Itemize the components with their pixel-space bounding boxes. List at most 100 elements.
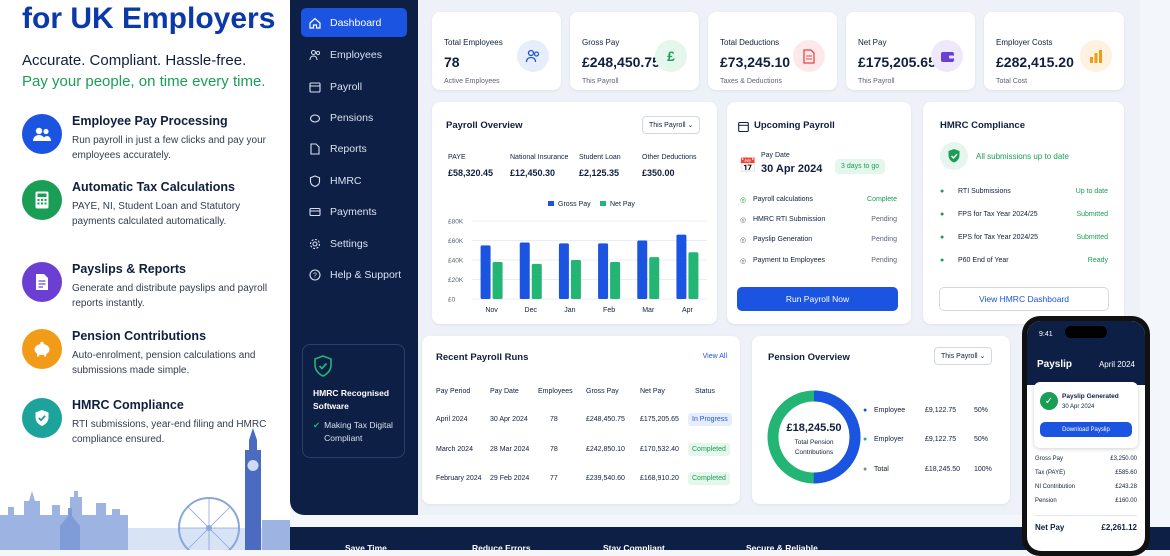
status-badge: In Progress (688, 413, 732, 426)
y-tick-label: £40K (448, 258, 464, 265)
calculator-icon (22, 180, 62, 220)
divider (1035, 515, 1137, 516)
hmrc-compliance-card: HMRC Compliance All submissions up to da… (923, 102, 1124, 324)
legend-swatch-net (600, 201, 606, 206)
bar-chart-icon (1080, 40, 1112, 72)
people-icon (22, 114, 62, 154)
table-cell: £168,910.20 (640, 475, 679, 482)
view-hmrc-dashboard-button[interactable]: View HMRC Dashboard (939, 287, 1109, 311)
feature-title: HMRC Compliance (72, 398, 184, 412)
payslip-line-label: Pension (1035, 498, 1057, 504)
table-cell: £239,540.60 (586, 475, 625, 482)
table-cell: £242,850.10 (586, 446, 625, 453)
compliance-status: All submissions up to date (976, 152, 1069, 161)
nav-label: Settings (330, 237, 368, 250)
nav-reports[interactable]: Reports (301, 134, 407, 163)
period-select[interactable]: This Payroll ⌄ (642, 116, 701, 134)
pay-date: 30 Apr 2024 (761, 163, 823, 175)
nav-label: Payments (330, 205, 377, 218)
payslip-line-value: £160.00 (1115, 498, 1137, 504)
nav-dashboard[interactable]: Dashboard (301, 8, 407, 37)
phone-mockup: 9:41 Payslip April 2024 ✓ Payslip Genera… (1022, 316, 1150, 556)
bar-net-pay (688, 252, 699, 299)
calendar-icon: 📅 (739, 157, 757, 173)
table-cell: 28 Mar 2024 (490, 446, 530, 453)
payslip-line-value: £3,250.00 (1110, 456, 1137, 462)
help-icon: ? (309, 268, 321, 281)
x-tick-label: Feb (603, 307, 615, 314)
days-badge: 3 days to go (835, 159, 886, 174)
net-pay-value: £2,261.12 (1101, 523, 1137, 532)
breakdown-label: Other Deductions (642, 154, 697, 161)
bar-gross-pay (637, 240, 648, 299)
nav-hmrc[interactable]: HMRC (301, 166, 407, 195)
document-icon (22, 262, 62, 302)
legend-dot: ● (863, 466, 868, 473)
pension-label: Employer (874, 436, 904, 443)
y-tick-label: £60K (448, 238, 464, 245)
wallet-icon (931, 40, 963, 72)
piggy-bank-icon (309, 113, 321, 123)
x-tick-label: Mar (642, 307, 655, 314)
select-value: This Payroll (649, 122, 686, 129)
y-tick-label: £0 (448, 297, 456, 304)
phone-notch (1065, 326, 1107, 338)
upcoming-payroll-card: Upcoming Payroll 📅 Pay Date 30 Apr 2024 … (727, 102, 911, 324)
nav-employees[interactable]: Employees (301, 40, 407, 69)
nav-label: HMRC (330, 174, 362, 187)
nav-settings[interactable]: Settings (301, 229, 407, 258)
period-select[interactable]: This Payroll ⌄ (934, 347, 993, 365)
document-icon (793, 40, 825, 72)
step-label: Payslip Generation (753, 236, 813, 243)
pending-icon: ◎ (740, 258, 747, 265)
shield-check-icon (22, 398, 62, 438)
compliance-status: Up to date (1075, 188, 1108, 195)
compliance-item: RTI Submissions (958, 188, 1011, 195)
table-cell: 29 Feb 2024 (490, 475, 530, 482)
card-title: Recent Payroll Runs (436, 352, 529, 363)
payslip-line-label: Tax (PAYE) (1035, 470, 1066, 476)
stat-value: 78 (444, 54, 460, 70)
stat-sub: Taxes & Deductions (720, 78, 782, 85)
pension-overview-card: Pension Overview This Payroll ⌄ £18,245.… (752, 336, 1010, 504)
benefits-strip: Save Time Reduce Errors Stay Compliant S… (290, 527, 1170, 553)
feature-title: Pension Contributions (72, 329, 207, 343)
shield-check-icon (314, 355, 332, 377)
stat-label: Net Pay (858, 38, 887, 47)
feature-desc: RTI submissions, year-end filing and HMR… (72, 419, 267, 445)
phone-title: Payslip (1037, 359, 1073, 370)
card-title: HMRC Compliance (940, 120, 1025, 131)
nav-pensions[interactable]: Pensions (301, 103, 407, 132)
hero-title: for UK Employers (22, 2, 276, 35)
compliance-item: P60 End of Year (958, 257, 1009, 264)
pension-value: £9,122.75 (925, 407, 957, 414)
stat-value: £282,415.20 (996, 54, 1074, 70)
stat-total-employees: Total Employees 78 Active Employees (432, 12, 561, 90)
nav-label: Reports (330, 142, 367, 155)
people-icon (517, 40, 549, 72)
run-payroll-button[interactable]: Run Payroll Now (737, 287, 898, 311)
phone-date: April 2024 (1098, 360, 1135, 369)
piggy-bank-icon (22, 329, 62, 369)
pending-icon: ◎ (740, 237, 747, 244)
badge-title: HMRC Recognised Software (313, 388, 390, 411)
download-payslip-button[interactable]: Download Payslip (1040, 422, 1132, 437)
payslip-line-label: Gross Pay (1035, 456, 1064, 462)
pension-value: £9,122.75 (925, 436, 957, 443)
nav-payroll[interactable]: Payroll (301, 72, 407, 101)
card-title: Upcoming Payroll (754, 120, 835, 131)
view-all-link[interactable]: View All (702, 353, 727, 360)
compliance-status: Submitted (1076, 234, 1108, 241)
breakdown-value: £58,320.45 (448, 168, 494, 178)
step-label: Payroll calculations (753, 196, 813, 203)
pension-pct: 50% (974, 407, 989, 414)
feature-desc: Generate and distribute payslips and pay… (72, 283, 268, 309)
nav-help-support[interactable]: ? Help & Support (301, 260, 407, 289)
nav-payments[interactable]: Payments (301, 197, 407, 226)
payslip-line-value: £243.28 (1115, 484, 1137, 490)
recent-payroll-runs-card: Recent Payroll Runs View All Pay Period … (422, 336, 740, 504)
bar-net-pay (531, 263, 542, 299)
table-cell: £248,450.75 (586, 416, 625, 423)
card-title: Pension Overview (768, 352, 850, 363)
stat-gross-pay: Gross Pay £248,450.75 This Payroll £ (570, 12, 699, 90)
